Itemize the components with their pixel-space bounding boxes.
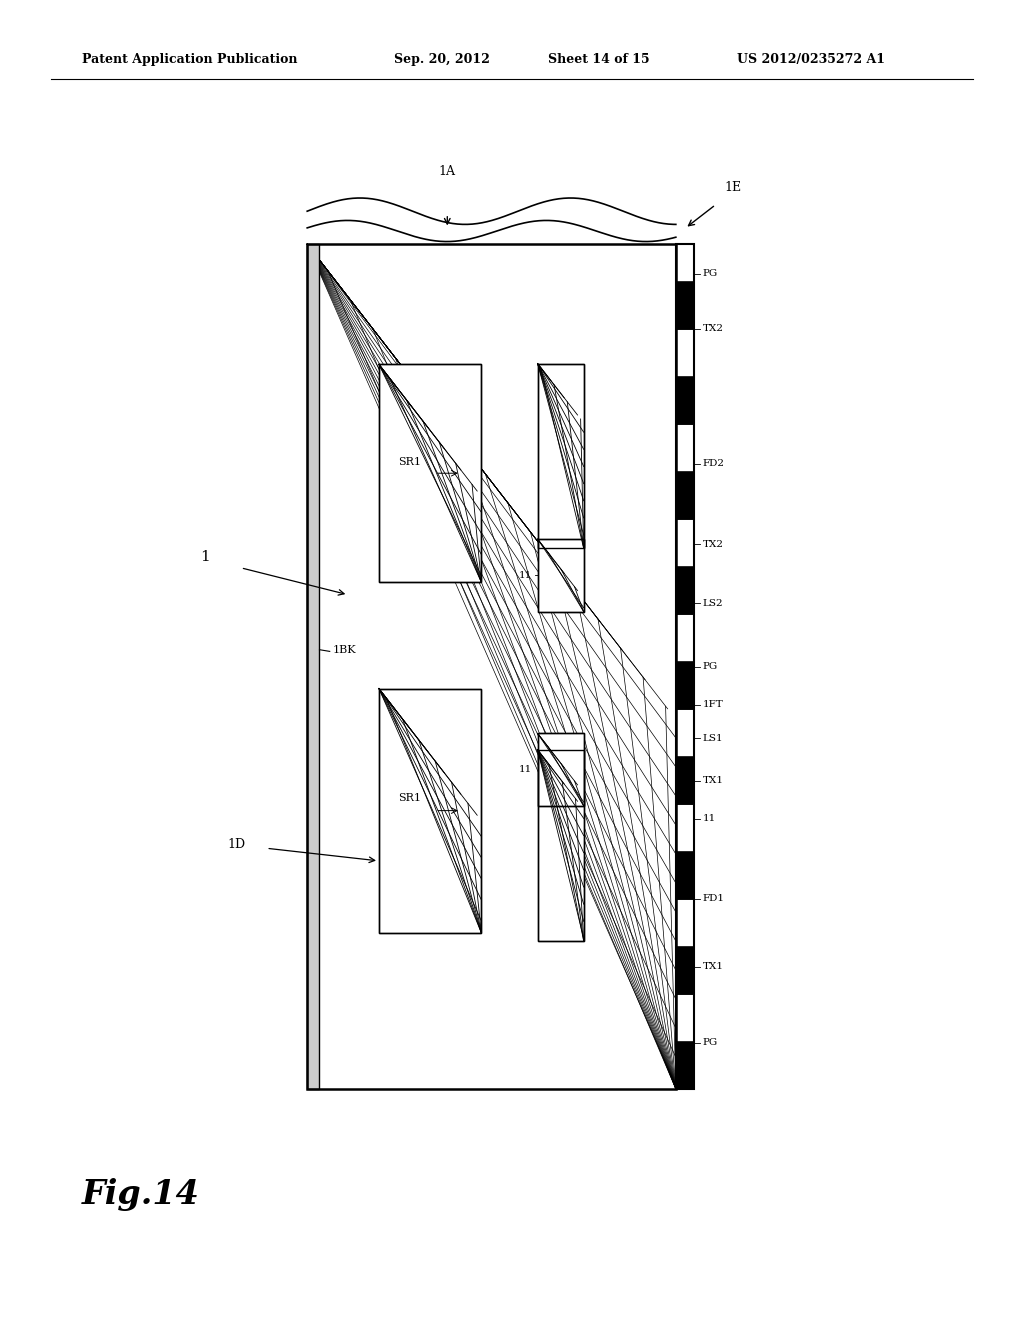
Bar [676, 946, 694, 994]
Bar [676, 709, 694, 756]
Text: PG: PG [702, 269, 718, 279]
Bar [676, 614, 694, 661]
Text: SR1: SR1 [398, 457, 421, 467]
Text: SR1: SR1 [398, 793, 421, 804]
Text: PG: PG [702, 663, 718, 671]
Bar [538, 539, 584, 611]
Bar [379, 689, 481, 933]
Bar [538, 734, 584, 807]
Text: TX1: TX1 [702, 776, 724, 785]
Bar [676, 424, 694, 471]
Text: FD1: FD1 [702, 895, 724, 903]
Bar [307, 244, 676, 1089]
Bar [307, 244, 676, 1089]
Text: 11: 11 [702, 814, 716, 824]
Bar [538, 734, 584, 807]
Bar [676, 899, 694, 946]
Bar [676, 804, 694, 851]
Bar [379, 364, 481, 582]
Bar [676, 566, 694, 614]
Text: LS1: LS1 [702, 734, 723, 743]
Text: TX2: TX2 [702, 540, 724, 549]
Text: PG: PG [702, 1038, 718, 1047]
Text: FD2: FD2 [702, 459, 724, 469]
Bar [538, 750, 584, 941]
Bar [676, 994, 694, 1041]
Text: Sep. 20, 2012: Sep. 20, 2012 [394, 53, 490, 66]
Bar [676, 244, 694, 1089]
Text: TX2: TX2 [702, 325, 724, 333]
Bar [676, 519, 694, 566]
Text: US 2012/0235272 A1: US 2012/0235272 A1 [737, 53, 886, 66]
Bar [538, 750, 584, 941]
Text: 1BK: 1BK [333, 644, 356, 655]
Bar [307, 244, 319, 1089]
Text: 1E: 1E [724, 181, 741, 194]
Bar [676, 244, 694, 281]
Text: 11: 11 [519, 766, 532, 775]
Bar [676, 756, 694, 804]
Text: 1FT: 1FT [702, 700, 723, 709]
Text: 1: 1 [200, 549, 210, 564]
Text: 1A: 1A [438, 165, 456, 178]
Bar [676, 661, 694, 709]
Text: 11: 11 [519, 570, 532, 579]
Bar [379, 689, 481, 933]
Text: Fig.14: Fig.14 [82, 1177, 200, 1212]
Text: LS2: LS2 [702, 599, 723, 607]
Bar [538, 363, 584, 548]
Text: Patent Application Publication: Patent Application Publication [82, 53, 297, 66]
Text: Sheet 14 of 15: Sheet 14 of 15 [548, 53, 649, 66]
Bar [676, 471, 694, 519]
Bar [676, 281, 694, 329]
Text: 1D: 1D [227, 837, 246, 850]
Bar [676, 376, 694, 424]
Text: TX1: TX1 [702, 962, 724, 972]
Bar [676, 851, 694, 899]
Bar [538, 539, 584, 611]
Bar [676, 1041, 694, 1089]
Bar [379, 364, 481, 582]
Bar [676, 329, 694, 376]
Bar [538, 363, 584, 548]
